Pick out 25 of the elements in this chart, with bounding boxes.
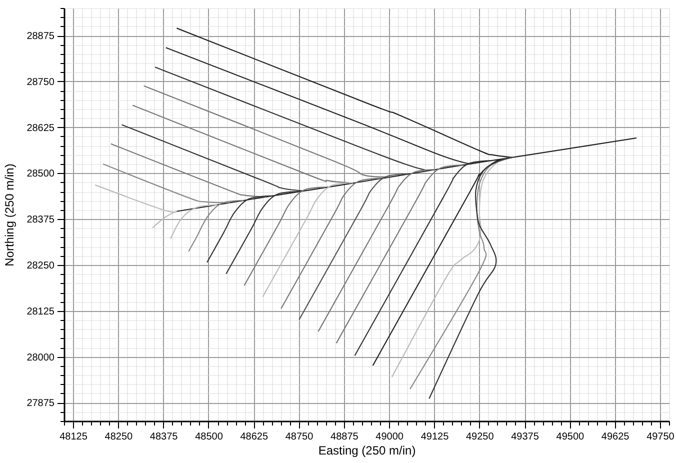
x-tick-label: 48625: [240, 432, 268, 442]
y-tick-label: 28250: [26, 260, 55, 272]
x-tick-label: 48750: [285, 432, 314, 442]
y-axis-title: Northing (250 m/in): [2, 164, 17, 266]
x-tick-label: 49125: [420, 432, 450, 442]
y-tick-label: 28500: [26, 168, 55, 180]
y-tick-label: 28750: [26, 76, 55, 88]
x-tick-label: 49750: [646, 432, 675, 442]
x-tick-label: 48500: [195, 432, 224, 442]
x-tick-label: 49250: [466, 432, 494, 442]
x-axis-title: Easting (250 m/in): [318, 444, 416, 458]
y-tick-label: 27875: [26, 398, 55, 410]
y-tick-label: 28125: [26, 306, 55, 318]
x-tick-label: 49000: [376, 432, 404, 442]
x-tick-label: 48375: [150, 432, 178, 442]
x-tick-label: 49625: [601, 432, 630, 442]
y-tick-label: 28000: [26, 352, 55, 364]
x-tick-label: 48125: [60, 432, 88, 442]
x-tick-label: 48875: [330, 432, 359, 442]
x-tick-label: 48250: [104, 432, 134, 442]
x-tick-label: 49375: [511, 432, 540, 442]
y-tick-label: 28875: [26, 31, 55, 42]
x-tick-label: 49500: [556, 432, 585, 442]
y-tick-label: 28625: [26, 122, 55, 134]
y-tick-label: 28375: [26, 214, 55, 226]
